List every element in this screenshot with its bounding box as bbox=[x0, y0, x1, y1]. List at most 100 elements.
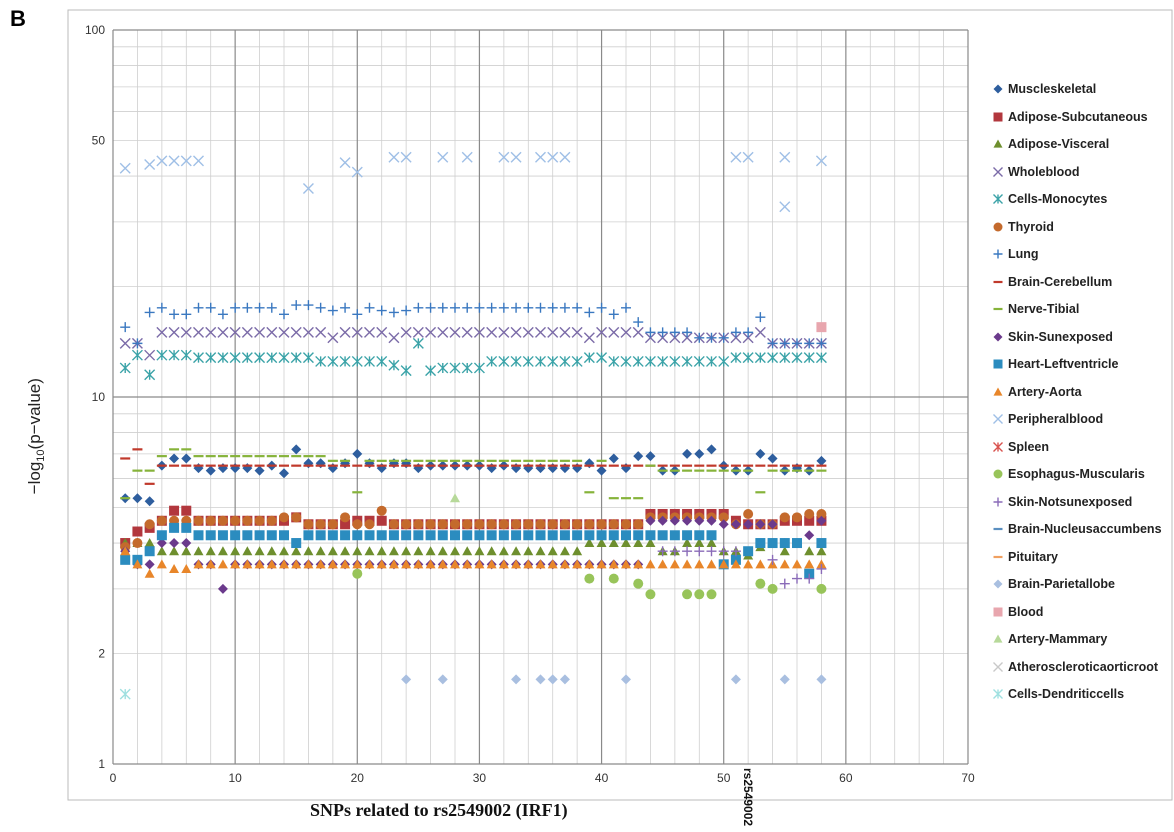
point-heart-leftventricle bbox=[217, 530, 228, 541]
point-peripheralblood bbox=[437, 151, 449, 163]
point-skin-notsunexposed bbox=[669, 546, 680, 557]
point-muscleskeletal bbox=[352, 448, 363, 459]
legend-swatch-spleen bbox=[993, 441, 1003, 452]
point-wholeblood bbox=[156, 326, 168, 338]
point-artery-aorta bbox=[547, 559, 558, 569]
legend-marker-adipose-subcutaneous bbox=[993, 112, 1003, 121]
point-wholeblood bbox=[498, 326, 510, 338]
point-heart-leftventricle bbox=[792, 538, 802, 549]
point-cells-monocytes bbox=[706, 355, 717, 367]
point-thyroid bbox=[779, 512, 790, 523]
point-adipose-visceral bbox=[547, 546, 558, 556]
point-thyroid bbox=[633, 519, 644, 530]
point-thyroid bbox=[804, 508, 815, 519]
point-wholeblood bbox=[217, 326, 229, 338]
legend-swatch-blood bbox=[993, 607, 1003, 616]
point-brain-parietallobe bbox=[401, 674, 412, 685]
point-lung bbox=[584, 307, 595, 318]
point-lung bbox=[413, 302, 424, 313]
point-heart-leftventricle bbox=[682, 530, 693, 541]
point-peripheralblood bbox=[193, 155, 204, 167]
point-lung bbox=[254, 302, 265, 313]
point-wholeblood bbox=[522, 326, 534, 338]
point-heart-leftventricle bbox=[413, 530, 424, 541]
point-wholeblood bbox=[290, 326, 302, 338]
point-artery-aorta bbox=[779, 559, 790, 569]
point-cells-monocytes bbox=[254, 352, 266, 364]
point-wholeblood bbox=[388, 332, 400, 344]
point-muscleskeletal bbox=[755, 448, 766, 459]
legend-label: Spleen bbox=[1008, 439, 1049, 454]
point-cells-monocytes bbox=[131, 349, 143, 361]
point-esophagus-muscularis bbox=[584, 573, 595, 584]
point-peripheralblood bbox=[180, 155, 192, 167]
legend-swatch-skin-notsunexposed bbox=[993, 497, 1003, 506]
point-peripheralblood bbox=[400, 151, 412, 163]
point-wholeblood bbox=[608, 326, 620, 338]
legend-label: Atheroscleroticaorticroot bbox=[1008, 659, 1159, 674]
point-artery-aorta bbox=[315, 559, 326, 569]
point-heart-leftventricle bbox=[230, 530, 241, 541]
point-heart-leftventricle bbox=[657, 530, 668, 541]
point-cells-monocytes bbox=[205, 352, 217, 364]
point-artery-aorta bbox=[486, 559, 497, 569]
point-cells-monocytes bbox=[290, 352, 302, 364]
point-skin-sunexposed bbox=[706, 515, 717, 526]
point-artery-aorta bbox=[559, 559, 570, 569]
point-artery-aorta bbox=[364, 559, 375, 569]
point-wholeblood bbox=[278, 326, 290, 338]
point-cells-monocytes bbox=[791, 352, 803, 364]
point-muscleskeletal bbox=[254, 465, 265, 476]
point-heart-leftventricle bbox=[450, 530, 460, 541]
point-skin-sunexposed bbox=[181, 538, 192, 549]
legend-marker-adipose-visceral bbox=[993, 139, 1003, 148]
point-cells-monocytes bbox=[620, 355, 632, 367]
point-heart-leftventricle bbox=[743, 546, 754, 557]
point-lung bbox=[767, 338, 778, 349]
point-cells-monocytes bbox=[364, 355, 375, 367]
point-adipose-visceral bbox=[193, 546, 204, 556]
point-artery-aorta bbox=[254, 559, 265, 569]
point-artery-aorta bbox=[535, 559, 546, 569]
legend-marker-artery-mammary bbox=[993, 634, 1003, 643]
point-cells-monocytes bbox=[632, 355, 644, 367]
point-heart-leftventricle bbox=[193, 530, 204, 541]
point-artery-aorta bbox=[657, 559, 668, 569]
point-brain-parietallobe bbox=[730, 674, 741, 685]
x-tick-label: 0 bbox=[110, 771, 117, 785]
point-muscleskeletal bbox=[706, 444, 717, 455]
point-wholeblood bbox=[571, 326, 583, 338]
point-thyroid bbox=[291, 512, 302, 523]
point-brain-parietallobe bbox=[437, 674, 448, 685]
point-cells-monocytes bbox=[583, 352, 595, 364]
point-adipose-visceral bbox=[230, 546, 241, 556]
point-blood bbox=[816, 322, 827, 333]
legend-label: Skin-Sunexposed bbox=[1008, 329, 1113, 344]
y-axis-label-post: (p−value) bbox=[24, 378, 44, 450]
y-tick-label: 1 bbox=[98, 757, 105, 771]
point-skin-notsunexposed bbox=[694, 546, 705, 557]
point-thyroid bbox=[315, 519, 326, 530]
legend-label: Muscleskeletal bbox=[1008, 82, 1097, 96]
point-wholeblood bbox=[254, 326, 266, 338]
point-peripheralblood bbox=[302, 182, 314, 194]
point-wholeblood bbox=[229, 326, 241, 338]
point-adipose-subcutaneous bbox=[132, 526, 143, 537]
point-wholeblood bbox=[596, 326, 608, 338]
point-heart-leftventricle bbox=[169, 522, 180, 533]
legend-marker-brain-nucleusaccumbens bbox=[993, 527, 1003, 531]
point-wholeblood bbox=[644, 332, 656, 344]
point-wholeblood bbox=[486, 326, 498, 338]
point-adipose-visceral bbox=[352, 546, 363, 556]
point-adipose-visceral bbox=[633, 538, 644, 548]
point-lung bbox=[156, 302, 167, 313]
point-adipose-subcutaneous bbox=[340, 519, 351, 530]
point-heart-leftventricle bbox=[144, 546, 155, 557]
point-skin-sunexposed bbox=[217, 583, 228, 594]
point-thyroid bbox=[498, 519, 509, 530]
point-cells-monocytes bbox=[278, 352, 290, 364]
point-artery-aorta bbox=[572, 559, 583, 569]
point-cells-monocytes bbox=[571, 355, 583, 367]
point-adipose-visceral bbox=[437, 546, 448, 556]
point-artery-aorta bbox=[596, 559, 607, 569]
